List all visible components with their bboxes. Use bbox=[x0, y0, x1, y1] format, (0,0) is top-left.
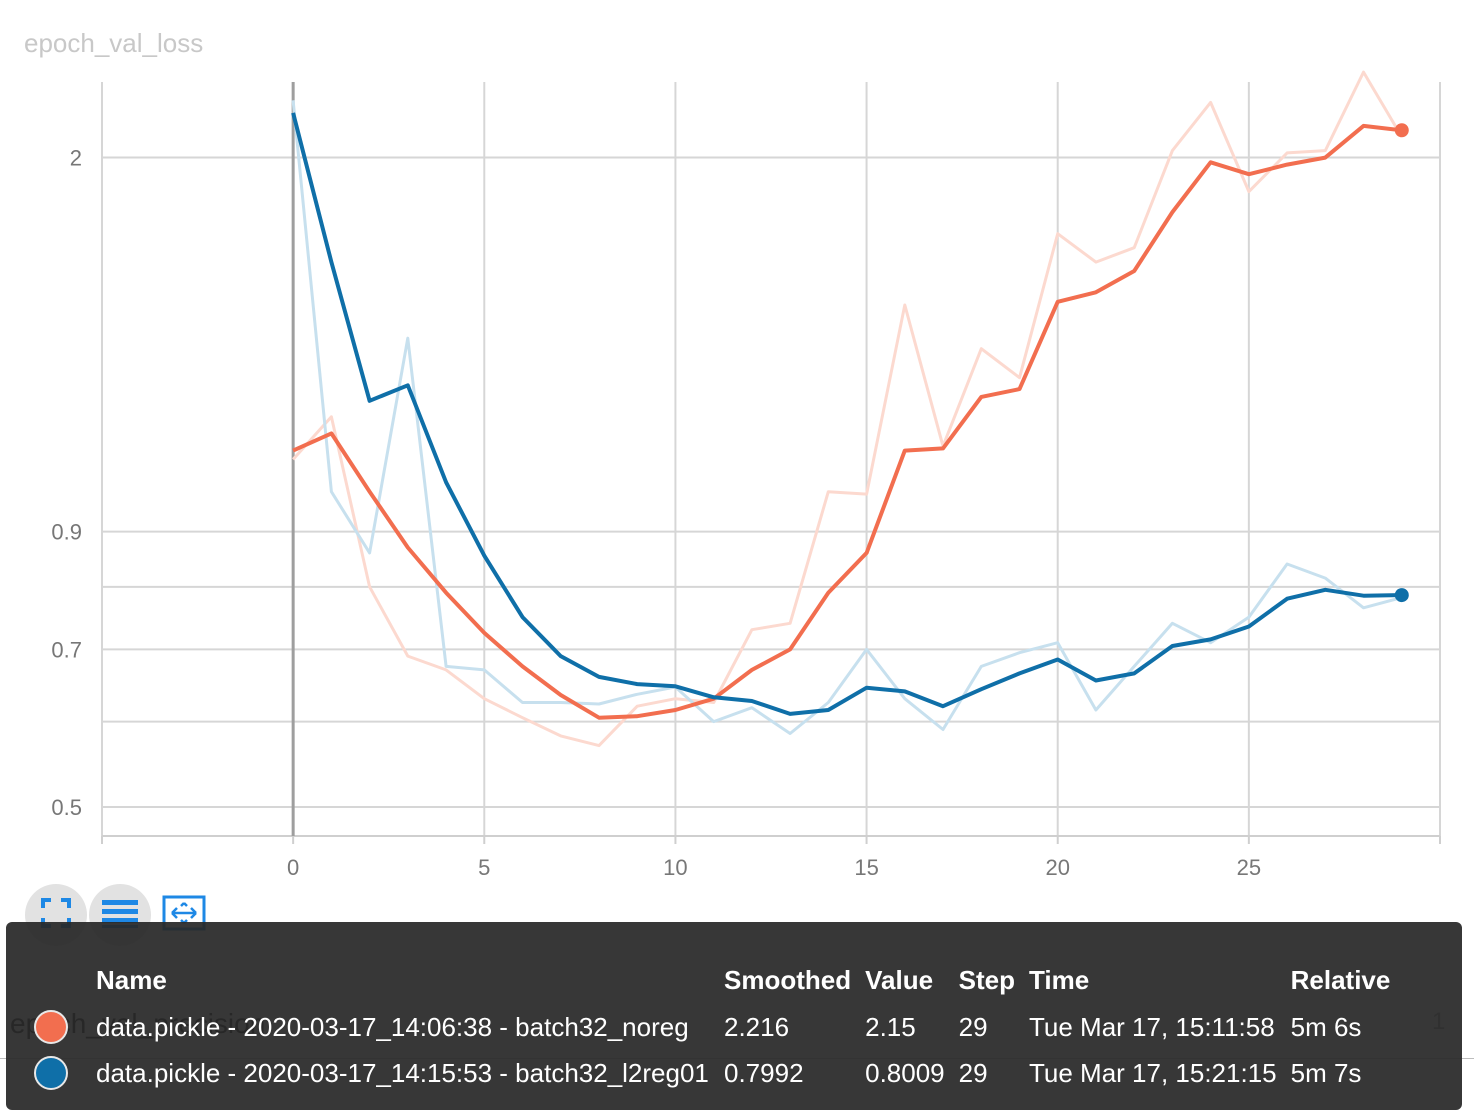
series-lines bbox=[291, 70, 1409, 748]
smoothed-series-line bbox=[292, 123, 1403, 720]
x-tick-label: 25 bbox=[1237, 855, 1261, 880]
y-tick-label: 0.9 bbox=[51, 520, 82, 545]
x-tick-label: 5 bbox=[478, 855, 490, 880]
chart-plot[interactable]: 0 5 10 15 20 25 0.5 0.7 0.9 2 bbox=[0, 0, 1474, 900]
run-name: data.pickle - 2020-03-17_14:06:38 - batc… bbox=[96, 1011, 689, 1042]
header-name: Name bbox=[96, 964, 167, 995]
chart-title: epoch_val_loss bbox=[24, 28, 204, 58]
y-tick-label: 0.5 bbox=[51, 795, 82, 820]
fullscreen-icon bbox=[41, 897, 71, 933]
run-name: data.pickle - 2020-03-17_14:15:53 - batc… bbox=[96, 1057, 709, 1088]
series-end-point bbox=[1394, 588, 1409, 603]
run-step: 29 bbox=[958, 1011, 988, 1042]
grid-lines bbox=[101, 82, 1441, 836]
raw-series-line bbox=[291, 100, 1403, 735]
run-value: 2.15 bbox=[865, 1011, 916, 1042]
x-tick-label: 20 bbox=[1045, 855, 1069, 880]
tooltip-row: data.pickle - 2020-03-17_14:15:53 - batc… bbox=[32, 1050, 1404, 1096]
run-color-swatch bbox=[34, 1056, 68, 1091]
x-tick-label: 10 bbox=[663, 855, 687, 880]
y-tick-label: 2 bbox=[70, 146, 82, 171]
x-tick-label: 0 bbox=[287, 855, 299, 880]
run-relative: 5m 7s bbox=[1290, 1057, 1362, 1088]
tooltip-row: data.pickle - 2020-03-17_14:06:38 - batc… bbox=[32, 1004, 1404, 1050]
run-color-swatch bbox=[34, 1010, 68, 1045]
raw-series-line bbox=[291, 70, 1404, 748]
smoothed-series-line bbox=[291, 112, 1402, 716]
header-step: Step bbox=[958, 964, 1015, 995]
run-value: 0.8009 bbox=[865, 1057, 945, 1088]
run-relative: 5m 6s bbox=[1290, 1011, 1362, 1042]
x-tick-label: 15 bbox=[854, 855, 878, 880]
run-time: Tue Mar 17, 15:11:58 bbox=[1028, 1011, 1275, 1042]
run-smoothed: 0.7992 bbox=[724, 1057, 804, 1088]
header-time: Time bbox=[1028, 964, 1090, 995]
swatch-header bbox=[32, 958, 96, 1004]
y-tick-label: 0.7 bbox=[51, 637, 82, 662]
header-smoothed: Smoothed bbox=[724, 964, 852, 995]
tooltip-header-row: Name Smoothed Value Step Time Relative bbox=[32, 958, 1404, 1004]
series-end-point bbox=[1394, 123, 1409, 138]
tooltip-table: Name Smoothed Value Step Time Relative d… bbox=[32, 958, 1404, 1096]
tick-labels: 0 5 10 15 20 25 0.5 0.7 0.9 2 bbox=[51, 146, 1261, 880]
run-time: Tue Mar 17, 15:21:15 bbox=[1028, 1057, 1277, 1088]
tooltip-panel: Name Smoothed Value Step Time Relative d… bbox=[6, 922, 1462, 1110]
run-step: 29 bbox=[958, 1057, 988, 1088]
header-value: Value bbox=[865, 964, 934, 995]
header-relative: Relative bbox=[1290, 964, 1391, 995]
run-smoothed: 2.216 bbox=[724, 1011, 790, 1042]
